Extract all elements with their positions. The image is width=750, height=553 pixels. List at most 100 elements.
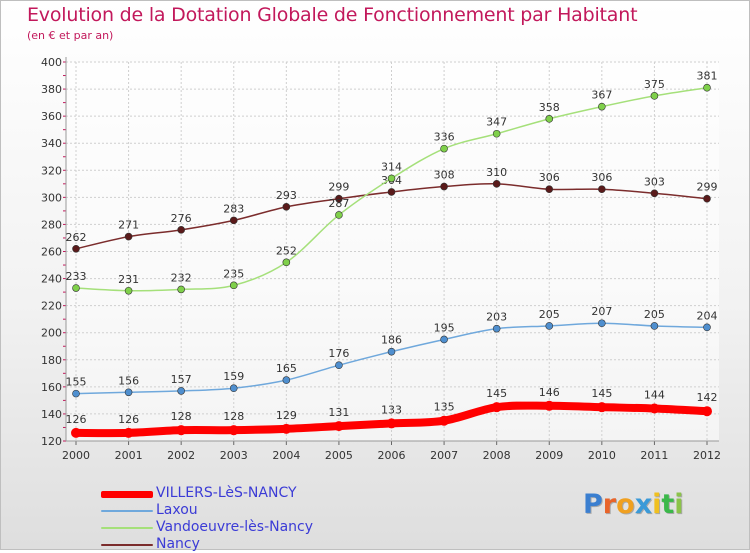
data-label: 235: [223, 267, 244, 280]
data-point: [545, 185, 554, 194]
x-tick-label: 2000: [62, 449, 90, 462]
data-label: 306: [591, 171, 612, 184]
data-label: 142: [697, 391, 718, 404]
data-point: [123, 427, 134, 438]
data-label: 129: [276, 409, 297, 422]
data-point: [386, 418, 397, 429]
data-label: 203: [486, 311, 507, 324]
data-label: 336: [434, 131, 455, 144]
data-point: [229, 216, 238, 225]
data-label: 381: [697, 70, 718, 83]
x-tick-label: 2002: [167, 449, 195, 462]
data-point: [229, 384, 238, 393]
data-point: [71, 427, 81, 438]
x-tick-label: 2007: [430, 449, 458, 462]
data-label: 128: [171, 410, 192, 423]
y-tick-label: 200: [41, 327, 62, 340]
data-point: [440, 335, 448, 344]
x-tick-label: 2011: [640, 449, 668, 462]
data-label: 165: [276, 362, 297, 375]
data-label: 231: [118, 273, 139, 286]
data-label: 195: [434, 321, 455, 334]
x-tick-label: 2005: [325, 449, 353, 462]
data-point: [282, 258, 291, 267]
data-point: [491, 402, 502, 413]
data-label: 303: [644, 175, 665, 188]
data-label: 126: [118, 413, 139, 426]
data-label: 204: [697, 309, 718, 322]
data-point: [545, 115, 554, 123]
x-tick-label: 2009: [535, 449, 563, 462]
data-label: 232: [171, 271, 192, 284]
data-point: [703, 323, 711, 332]
data-point: [228, 425, 239, 436]
legend-label-villers: VILLERS-LèS-NANCY: [156, 485, 297, 501]
y-tick-label: 160: [41, 381, 62, 394]
legend-label-nancy: Nancy: [156, 536, 200, 552]
data-point: [282, 203, 291, 211]
data-point: [387, 188, 396, 196]
data-point: [649, 403, 660, 414]
logo-letter: i: [674, 489, 684, 520]
data-label: 276: [171, 212, 192, 225]
data-label: 306: [539, 171, 560, 184]
data-point: [177, 285, 185, 294]
data-point: [545, 322, 554, 330]
data-label: 145: [591, 387, 612, 400]
data-point: [492, 129, 501, 138]
data-label: 146: [539, 386, 560, 399]
data-point: [650, 322, 659, 330]
data-label: 135: [434, 401, 455, 414]
data-point: [703, 194, 711, 203]
data-label: 287: [328, 197, 349, 210]
data-point: [598, 319, 606, 328]
y-tick-label: 340: [41, 137, 62, 150]
chart-title: Evolution de la Dotation Globale de Fonc…: [27, 4, 638, 26]
legend-swatch-nancy: [101, 544, 153, 546]
data-point: [702, 406, 712, 417]
y-tick-label: 320: [41, 164, 62, 177]
data-point: [703, 83, 711, 92]
data-label: 283: [223, 202, 244, 215]
data-point: [598, 102, 606, 111]
data-label: 233: [66, 270, 87, 283]
data-point: [72, 284, 80, 292]
data-label: 145: [486, 387, 507, 400]
data-point: [598, 185, 606, 194]
data-label: 205: [539, 308, 560, 321]
data-label: 308: [434, 169, 455, 182]
legend-swatch-vandoeuvre: [101, 527, 153, 529]
data-label: 262: [66, 231, 87, 244]
legend-label-laxou: Laxou: [156, 502, 198, 518]
data-point: [650, 189, 659, 198]
data-point: [387, 174, 396, 183]
data-label: 205: [644, 308, 665, 321]
data-point: [124, 286, 133, 295]
logo-letter: t: [661, 489, 675, 520]
data-point: [124, 232, 133, 241]
x-tick-label: 2003: [220, 449, 248, 462]
data-point: [281, 423, 292, 434]
data-point: [124, 388, 133, 397]
logo-letter: o: [616, 489, 635, 520]
y-tick-label: 140: [41, 408, 62, 421]
data-point: [177, 387, 185, 395]
x-tick-label: 2008: [483, 449, 511, 462]
data-point: [387, 347, 396, 356]
data-point: [282, 376, 291, 384]
data-point: [333, 421, 344, 432]
data-label: 126: [66, 413, 87, 426]
data-label: 155: [66, 376, 87, 389]
y-tick-label: 120: [41, 435, 62, 448]
data-point: [335, 211, 343, 219]
data-label: 207: [591, 305, 612, 318]
y-tick-label: 280: [41, 218, 62, 231]
data-label: 293: [276, 189, 297, 202]
x-tick-label: 2010: [588, 449, 616, 462]
data-label: 367: [591, 89, 612, 102]
data-point: [544, 400, 555, 411]
logo-letter: x: [634, 489, 653, 520]
data-point: [229, 281, 238, 290]
proxiti-logo[interactable]: Proxiti: [583, 489, 684, 520]
